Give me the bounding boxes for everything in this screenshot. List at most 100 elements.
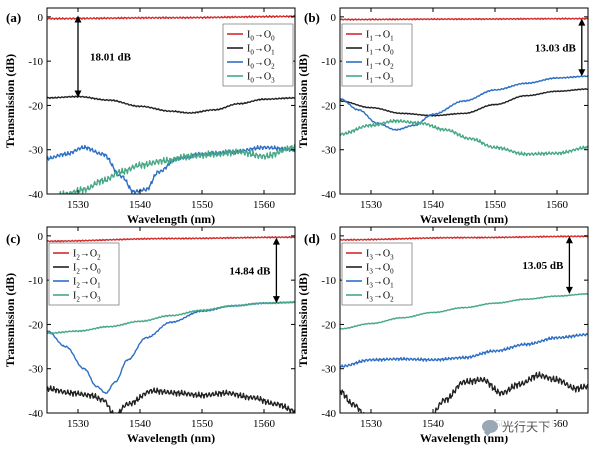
y-tick-label: -30 <box>28 364 43 376</box>
y-tick-label: -20 <box>321 100 336 112</box>
annotation-arrowhead-down <box>565 286 573 294</box>
series-line-red <box>340 234 588 242</box>
y-tick-label: 0 <box>331 231 337 243</box>
y-tick-label: -10 <box>28 56 43 68</box>
wechat-icon <box>482 419 498 433</box>
legend-subscript: 3 <box>97 296 101 304</box>
y-tick-label: 0 <box>38 231 44 243</box>
legend-entry: I1→O3 <box>366 72 394 85</box>
series-line-blue <box>340 333 588 369</box>
legend-subscript: 2 <box>97 254 101 262</box>
series-line-black <box>47 95 295 114</box>
legend-entry: I0→O1 <box>247 44 275 57</box>
legend-text: I <box>366 44 369 55</box>
annotation-label: 18.01 dB <box>90 51 132 63</box>
legend-text: →O <box>254 58 271 69</box>
legend-text: I <box>366 291 369 302</box>
legend-subscript: 3 <box>369 282 373 290</box>
legend-subscript: 3 <box>390 77 394 85</box>
legend-text: →O <box>80 291 97 302</box>
y-tick-label: -10 <box>28 275 43 287</box>
legend-text: →O <box>80 277 97 288</box>
legend-subscript: 1 <box>271 49 275 57</box>
legend-subscript: 3 <box>390 254 394 262</box>
legend-text: →O <box>373 263 390 274</box>
y-axis-label: Transmission (dB) <box>296 54 310 148</box>
legend-text: I <box>247 58 250 69</box>
annotation-label: 13.05 dB <box>522 260 564 272</box>
legend-entry: I0→O3 <box>247 72 275 85</box>
legend-text: →O <box>80 263 97 274</box>
x-tick-label: 1530 <box>360 199 383 211</box>
legend-entry: I2→O0 <box>73 263 101 276</box>
x-axis-label: Wavelength (nm) <box>127 212 215 226</box>
legend-subscript: 3 <box>271 77 275 85</box>
series-line-black <box>340 87 588 117</box>
legend-text: →O <box>80 249 97 260</box>
annotation-arrowhead-down <box>272 296 280 304</box>
y-tick-label: -40 <box>321 189 336 201</box>
plot-area <box>340 234 588 413</box>
chart-panel-c: 0 -10 -20 -30 -40 1530 1540 1550 1560 Wavelength … <box>3 226 296 445</box>
legend-subscript: 1 <box>369 35 373 43</box>
series-line-green <box>340 118 588 157</box>
legend-subscript: 0 <box>250 35 254 43</box>
legend-entry: I1→O0 <box>366 44 394 57</box>
y-axis-label: Transmission (dB) <box>3 273 17 367</box>
x-tick-label: 1540 <box>422 199 445 211</box>
series-line-black <box>47 385 295 413</box>
legend-subscript: 1 <box>369 49 373 57</box>
series-line-green <box>340 292 588 330</box>
legend-text: →O <box>254 44 271 55</box>
legend-subscript: 3 <box>369 254 373 262</box>
legend-subscript: 1 <box>97 282 101 290</box>
legend-text: I <box>247 72 250 83</box>
legend-subscript: 3 <box>369 268 373 276</box>
legend-subscript: 0 <box>250 63 254 71</box>
x-axis-label: Wavelength (nm) <box>127 431 215 445</box>
legend-text: I <box>366 30 369 41</box>
annotation-arrowhead-down <box>74 90 82 98</box>
x-tick-label: 1540 <box>129 199 152 211</box>
legend-subscript: 2 <box>76 296 80 304</box>
annotation-arrowhead-down <box>578 69 586 77</box>
series-line-blue <box>47 144 295 194</box>
annotation-arrowhead-up <box>565 236 573 244</box>
legend-entry: I0→O0 <box>247 30 275 43</box>
legend-text: I <box>73 291 76 302</box>
y-axis-label: Transmission (dB) <box>3 54 17 148</box>
series-line-green <box>52 144 295 194</box>
series-line-green <box>47 300 295 335</box>
x-tick-label: 1540 <box>422 418 445 430</box>
legend-text: I <box>73 249 76 260</box>
annotation-label: 14.84 dB <box>229 265 271 277</box>
y-tick-label: -30 <box>321 364 336 376</box>
y-tick-label: -40 <box>28 189 43 201</box>
legend-text: →O <box>373 249 390 260</box>
legend-subscript: 2 <box>390 63 394 71</box>
series-line-red <box>47 14 295 21</box>
series-line-black <box>340 371 588 413</box>
legend-subscript: 0 <box>390 268 394 276</box>
legend-subscript: 0 <box>271 35 275 43</box>
legend-entry: I3→O3 <box>366 249 394 262</box>
chart-panel-a: 0 -10 -20 -30 -40 1530 1540 1550 1560 Wavelength … <box>3 7 296 226</box>
x-axis-label: Wavelength (nm) <box>420 212 508 226</box>
x-tick-label: 1550 <box>484 199 507 211</box>
annotation-arrowhead-up <box>272 237 280 245</box>
legend-text: →O <box>373 44 390 55</box>
x-tick-label: 1530 <box>360 418 383 430</box>
legend-text: I <box>73 263 76 274</box>
x-tick-label: 1540 <box>129 418 152 430</box>
legend-subscript: 1 <box>369 77 373 85</box>
legend-text: I <box>366 263 369 274</box>
legend-subscript: 1 <box>369 63 373 71</box>
y-tick-label: -20 <box>28 100 43 112</box>
legend-entry: I2→O1 <box>73 277 101 290</box>
legend-subscript: 0 <box>390 49 394 57</box>
y-axis-label: Transmission (dB) <box>296 273 310 367</box>
legend-text: →O <box>373 72 390 83</box>
